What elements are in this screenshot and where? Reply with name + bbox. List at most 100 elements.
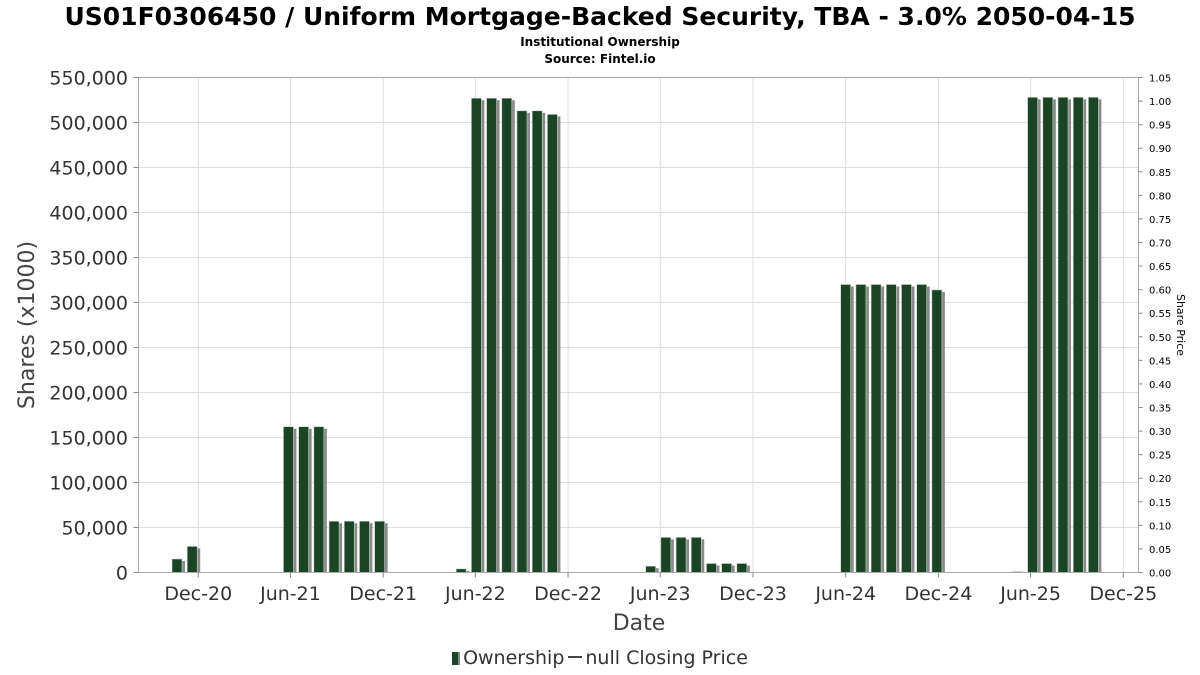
bar-fill (486, 97, 497, 573)
y2-tick-label: 0.40 (1149, 380, 1171, 391)
plot-frame (138, 77, 1139, 573)
y2-tick-label: 0.65 (1149, 262, 1171, 273)
bar (901, 284, 915, 573)
y2-tick-label: 0.30 (1149, 427, 1171, 438)
x-tick-label: Jun-21 (259, 583, 321, 605)
y-tick-label: 50,000 (62, 518, 128, 540)
bar (916, 284, 930, 573)
legend-line-closing-price (568, 656, 583, 658)
y2-tick-label: 0.10 (1149, 521, 1171, 532)
bar (283, 426, 297, 573)
y2-tick-label: 0.35 (1149, 404, 1171, 415)
bar-fill (1042, 97, 1054, 573)
bar (186, 546, 201, 573)
bar-fill (736, 563, 748, 573)
bar (1057, 97, 1072, 573)
bar-fill (840, 284, 851, 573)
x-tick-label: Jun-23 (629, 583, 691, 605)
y-axis-title: Shares (x1000) (15, 241, 40, 409)
bar (328, 520, 343, 573)
bar-fill (171, 558, 183, 573)
legend-label-closing-price: null Closing Price (585, 647, 748, 669)
x-axis-title: Date (613, 611, 666, 636)
bar-fill (1088, 97, 1099, 573)
bar-fill (855, 284, 867, 573)
y-tick-label: 300,000 (49, 293, 128, 315)
bar-fill (313, 426, 325, 573)
legend-swatch-ownership (452, 652, 461, 665)
x-tick-label: Dec-21 (349, 583, 417, 605)
bar-fill (901, 284, 912, 573)
bar-fill (706, 563, 717, 573)
bar (1042, 97, 1056, 573)
y2-tick-label: 1.00 (1149, 97, 1171, 108)
x-tick-label: Dec-24 (904, 583, 972, 605)
x-tick-label: Dec-22 (534, 583, 602, 605)
y-tick-label: 100,000 (49, 473, 128, 495)
y-tick-label: 150,000 (49, 428, 128, 450)
grid-lines (138, 77, 1139, 573)
y2-tick-label: 0.55 (1149, 309, 1171, 320)
y-axis-left: 0 50,000 100,000 150,000 200,000 250,000 300,0… (49, 68, 139, 585)
bar-fill (931, 289, 943, 573)
y-tick-label: 400,000 (49, 203, 128, 225)
bar (870, 284, 885, 573)
legend: Ownership null Closing Price (0, 647, 1200, 669)
y2-tick-label: 1.05 (1149, 74, 1171, 85)
bar (298, 426, 312, 573)
y2-tick-label: 0.15 (1149, 498, 1171, 509)
bar-fill (1072, 97, 1084, 573)
bar (1027, 97, 1041, 573)
bar (171, 558, 186, 573)
bar-fill (1027, 97, 1038, 573)
bar-fill (675, 537, 687, 573)
y2-tick-label: 0.70 (1149, 239, 1171, 250)
legend-label-ownership: Ownership (463, 647, 565, 669)
y2-axis-title: Share Price (1174, 294, 1187, 356)
y2-tick-label: 0.25 (1149, 451, 1171, 462)
y2-tick-label: 0.95 (1149, 121, 1171, 132)
y2-tick-label: 0.05 (1149, 545, 1171, 556)
chart-source: Source: Fintel.io (544, 52, 656, 66)
bar-fill (283, 426, 294, 573)
x-tick-label: Dec-23 (719, 583, 787, 605)
bar-fill (645, 565, 656, 573)
y-tick-label: 350,000 (49, 248, 128, 270)
x-axis: Dec-20 Jun-21 Dec-21 Jun-22 Dec-22 Jun-23 Dec-… (164, 572, 1157, 605)
y-tick-label: 250,000 (49, 338, 128, 360)
y2-tick-label: 0.80 (1149, 191, 1171, 202)
bar (531, 110, 546, 573)
bar-fill (885, 284, 897, 573)
bar-fill (721, 563, 732, 573)
x-tick-label: Jun-22 (444, 583, 506, 605)
bar (547, 114, 561, 573)
y2-tick-label: 0.00 (1149, 569, 1171, 580)
bar-fill (343, 520, 355, 573)
y2-tick-label: 0.20 (1149, 474, 1171, 485)
bar (645, 565, 659, 573)
bar-fill (916, 284, 927, 573)
bar-fill (455, 568, 467, 573)
bar (471, 97, 485, 573)
y-tick-label: 500,000 (49, 113, 128, 135)
bar-fill (690, 537, 702, 573)
y-tick-label: 550,000 (49, 68, 128, 90)
bar (675, 537, 690, 573)
chart-title: US01F0306450 / Uniform Mortgage-Backed S… (64, 2, 1136, 31)
bar-fill (660, 537, 672, 573)
chart-subtitle: Institutional Ownership (520, 35, 680, 49)
y2-tick-label: 0.60 (1149, 286, 1171, 297)
x-tick-label: Dec-20 (164, 583, 232, 605)
y-tick-label: 0 (116, 563, 128, 585)
bar-fill (328, 520, 340, 573)
y2-tick-label: 0.50 (1149, 333, 1171, 344)
y-axis-right: 0.00 0.05 0.10 0.15 0.20 0.25 0.30 0.35 0.40 0.45… (1138, 74, 1171, 580)
bar (721, 563, 735, 573)
bar (501, 97, 515, 573)
y2-tick-label: 0.75 (1149, 215, 1171, 226)
bar (313, 426, 327, 573)
bar (660, 537, 674, 573)
y-tick-label: 200,000 (49, 383, 128, 405)
bar (885, 284, 900, 573)
